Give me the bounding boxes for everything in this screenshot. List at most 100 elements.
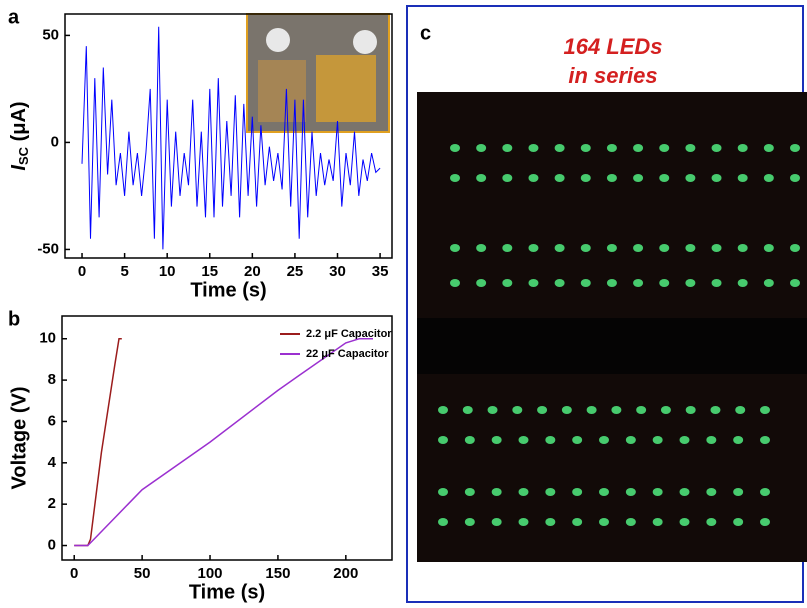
- data-line: [74, 337, 122, 547]
- led: [528, 174, 539, 182]
- led: [606, 244, 617, 252]
- led: [554, 174, 565, 182]
- led: [528, 244, 539, 252]
- led: [685, 244, 696, 252]
- led: [561, 406, 572, 414]
- inset-photo-detail: [353, 30, 377, 54]
- led: [660, 406, 671, 414]
- led: [711, 144, 722, 152]
- x-tick-label: 35: [372, 263, 389, 280]
- data-line: [81, 26, 381, 250]
- photo-title: in series: [568, 63, 657, 88]
- y-tick-label: 0: [51, 133, 59, 150]
- led: [790, 144, 800, 152]
- led: [502, 144, 513, 152]
- x-tick-label: 100: [198, 565, 223, 582]
- led: [572, 488, 583, 496]
- led: [625, 488, 636, 496]
- led: [763, 144, 774, 152]
- led: [438, 488, 448, 496]
- led: [760, 436, 770, 444]
- x-axis-title: Time (s): [190, 279, 266, 301]
- led: [733, 436, 744, 444]
- led: [652, 436, 663, 444]
- data-line: [74, 337, 373, 547]
- led: [491, 436, 502, 444]
- y-axis-title-part: I: [8, 165, 30, 171]
- led: [572, 518, 583, 526]
- y-tick-label: 50: [42, 26, 59, 43]
- led: [476, 279, 487, 287]
- led: [611, 406, 622, 414]
- plot-frame: [61, 315, 393, 561]
- y-axis-title: Voltage (V): [8, 387, 30, 490]
- led: [737, 244, 748, 252]
- led: [711, 279, 722, 287]
- plot-frame: [64, 13, 393, 259]
- led: [659, 174, 670, 182]
- y-tick-label: 4: [48, 454, 57, 471]
- led: [450, 144, 460, 152]
- led: [450, 174, 460, 182]
- y-axis-title-part: SC: [16, 146, 31, 165]
- led: [464, 436, 475, 444]
- led: [554, 279, 565, 287]
- led: [679, 518, 690, 526]
- led: [679, 436, 690, 444]
- led: [659, 244, 670, 252]
- inset-photo-detail: [316, 55, 376, 122]
- led: [462, 406, 473, 414]
- x-tick-label: 5: [120, 263, 128, 280]
- led: [737, 174, 748, 182]
- led: [685, 174, 696, 182]
- led: [760, 518, 770, 526]
- led: [652, 518, 663, 526]
- led: [763, 244, 774, 252]
- led: [580, 144, 591, 152]
- led: [518, 436, 529, 444]
- x-tick-label: 15: [201, 263, 218, 280]
- led: [685, 279, 696, 287]
- led: [737, 279, 748, 287]
- led: [580, 174, 591, 182]
- led: [733, 518, 744, 526]
- led: [580, 244, 591, 252]
- led: [450, 244, 460, 252]
- led: [790, 174, 800, 182]
- x-tick-label: 0: [70, 565, 78, 582]
- led: [685, 406, 696, 414]
- led: [464, 488, 475, 496]
- led: [733, 488, 744, 496]
- led: [706, 436, 717, 444]
- x-tick-label: 20: [244, 263, 261, 280]
- led: [476, 174, 487, 182]
- led: [438, 436, 448, 444]
- y-tick-label: 0: [48, 536, 56, 553]
- led: [502, 244, 513, 252]
- panel-label: a: [8, 6, 20, 28]
- led: [606, 279, 617, 287]
- led: [554, 144, 565, 152]
- panel-label: b: [8, 308, 20, 330]
- x-axis-title: Time (s): [189, 581, 265, 603]
- y-tick-label: 6: [48, 412, 56, 429]
- led: [625, 518, 636, 526]
- led: [625, 436, 636, 444]
- led: [763, 174, 774, 182]
- led: [491, 488, 502, 496]
- y-tick-label: 10: [39, 330, 56, 347]
- led: [491, 518, 502, 526]
- led: [636, 406, 647, 414]
- led: [711, 174, 722, 182]
- led: [545, 488, 556, 496]
- led: [760, 406, 770, 414]
- legend-label: 22 μF Capacitor: [306, 348, 389, 360]
- led: [502, 279, 513, 287]
- legend-label: 2.2 μF Capacitor: [306, 328, 392, 340]
- led: [659, 279, 670, 287]
- led: [528, 144, 539, 152]
- led: [518, 488, 529, 496]
- led: [606, 144, 617, 152]
- led: [518, 518, 529, 526]
